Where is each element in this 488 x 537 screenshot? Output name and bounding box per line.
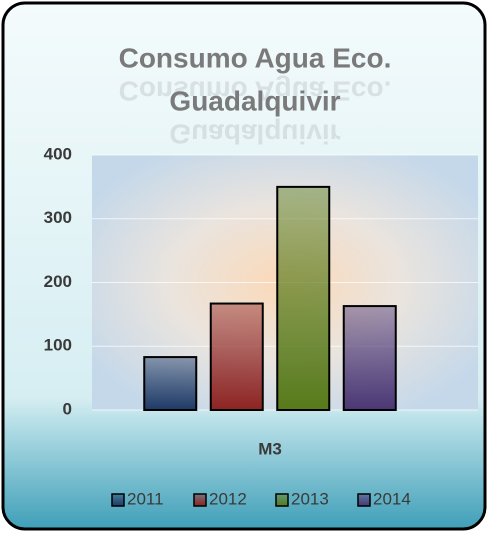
bar: [143, 356, 198, 411]
legend-swatch: [275, 493, 289, 507]
title-reflection: Guadalquivir: [169, 119, 340, 150]
bar: [342, 305, 397, 411]
y-tick-label: 0: [63, 399, 72, 418]
y-tick-label: 300: [44, 208, 72, 227]
y-tick-label: 100: [44, 336, 72, 355]
legend-label: 2014: [373, 489, 411, 508]
chart-title: Consumo Agua Eco.: [119, 42, 392, 73]
x-tick-label: M3: [258, 439, 282, 458]
legend-swatch: [193, 493, 207, 507]
bar: [209, 302, 264, 412]
legend-label: 2011: [127, 489, 164, 508]
y-tick-label: 400: [44, 144, 72, 163]
legend-swatch: [357, 493, 371, 507]
bar: [276, 185, 331, 411]
chart-title: Guadalquivir: [169, 85, 340, 116]
y-tick-label: 200: [44, 272, 72, 291]
legend-label: 2013: [291, 489, 329, 508]
legend-swatch: [111, 493, 125, 507]
legend-label: 2012: [209, 489, 247, 508]
title-reflection: Consumo Agua Eco.: [119, 76, 392, 107]
